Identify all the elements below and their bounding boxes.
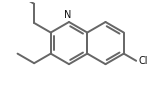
Text: Cl: Cl <box>138 56 148 66</box>
Text: N: N <box>64 10 72 20</box>
